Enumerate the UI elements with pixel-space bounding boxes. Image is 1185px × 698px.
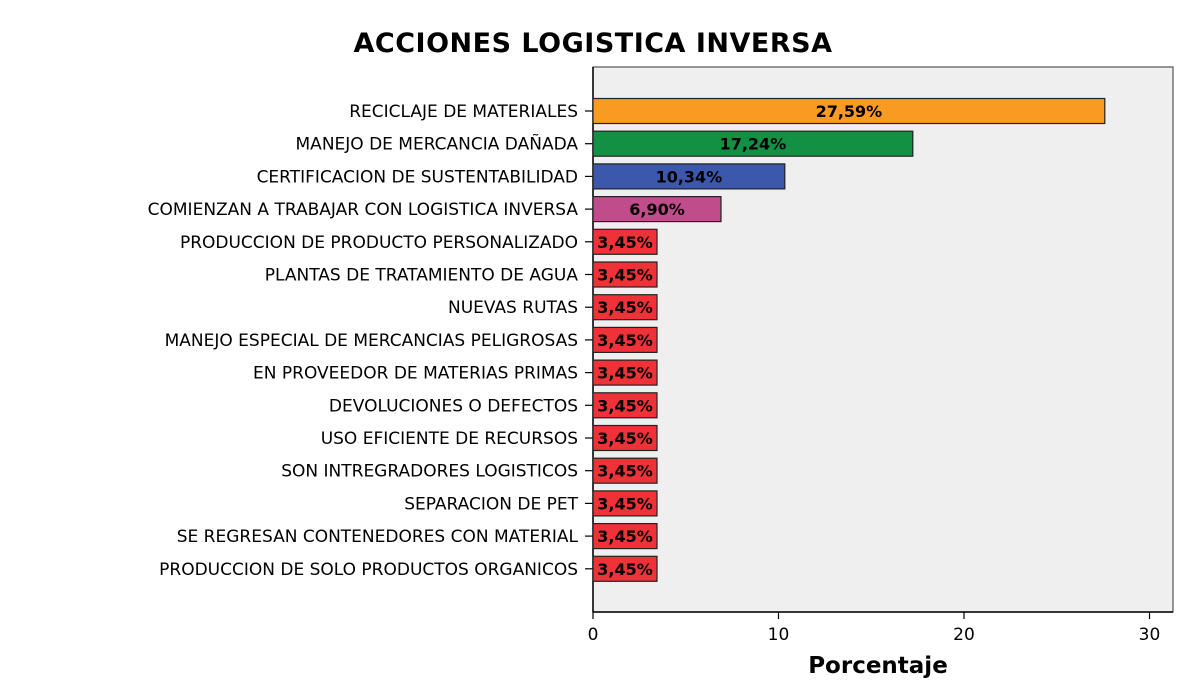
data-label: 3,45%: [597, 560, 653, 579]
category-label: COMIENZAN A TRABAJAR CON LOGISTICA INVER…: [148, 200, 579, 220]
x-tick-label: 10: [768, 625, 790, 645]
category-label: SON INTREGRADORES LOGISTICOS: [281, 462, 578, 482]
data-label: 3,45%: [597, 494, 653, 513]
bar: [592, 359, 658, 386]
bar: [592, 424, 658, 452]
category-label: PLANTAS DE TRATAMIENTO DE AGUA: [265, 266, 579, 286]
bar: [592, 228, 658, 255]
category-label: SE REGRESAN CONTENEDORES CON MATERIAL: [177, 527, 579, 547]
category-label: RECICLAJE DE MATERIALES: [349, 102, 578, 122]
bar: [592, 97, 1106, 125]
category-label: EN PROVEEDOR DE MATERIAS PRIMAS: [253, 364, 578, 384]
data-label: 3,45%: [597, 364, 653, 383]
bar: [592, 261, 658, 288]
category-label: PRODUCCION DE PRODUCTO PERSONALIZADO: [180, 233, 578, 253]
data-label: 3,45%: [597, 331, 653, 350]
category-label: MANEJO DE MERCANCIA DAÑADA: [296, 133, 579, 155]
category-label: SEPARACION DE PET: [404, 494, 578, 514]
bar: [592, 555, 658, 582]
bar: [592, 294, 658, 321]
x-tick-label: 30: [1139, 625, 1161, 645]
plot-area: [592, 66, 1174, 613]
category-label: USO EFICIENTE DE RECURSOS: [321, 429, 578, 449]
data-label: 3,45%: [597, 527, 653, 546]
bar: [592, 163, 786, 190]
data-label: 3,45%: [597, 396, 653, 415]
data-label: 6,90%: [629, 200, 685, 219]
data-label: 3,45%: [597, 266, 653, 285]
data-label: 3,45%: [597, 298, 653, 317]
chart-title: ACCIONES LOGISTICA INVERSA: [353, 28, 833, 59]
x-axis-title: Porcentaje: [808, 653, 948, 679]
data-label: 3,45%: [597, 429, 653, 448]
data-label: 17,24%: [720, 135, 787, 154]
data-label: 27,59%: [816, 102, 883, 121]
bar: [592, 490, 658, 517]
data-label: 3,45%: [597, 233, 653, 252]
category-label: NUEVAS RUTAS: [448, 298, 578, 318]
bar: [592, 392, 658, 419]
category-label: DEVOLUCIONES O DEFECTOS: [329, 396, 578, 416]
bar: [592, 196, 722, 223]
x-tick-label: 20: [953, 625, 975, 645]
bar: [592, 457, 658, 484]
category-label: CERTIFICACION DE SUSTENTABILIDAD: [257, 167, 578, 187]
category-label: MANEJO ESPECIAL DE MERCANCIAS PELIGROSAS: [165, 331, 578, 351]
bar: [592, 522, 658, 550]
data-label: 3,45%: [597, 462, 653, 481]
category-label: PRODUCCION DE SOLO PRODUCTOS ORGANICOS: [159, 560, 578, 580]
data-label: 10,34%: [656, 167, 723, 186]
bar: [592, 326, 658, 353]
x-tick-label: 0: [588, 625, 599, 645]
bar: [592, 130, 914, 157]
